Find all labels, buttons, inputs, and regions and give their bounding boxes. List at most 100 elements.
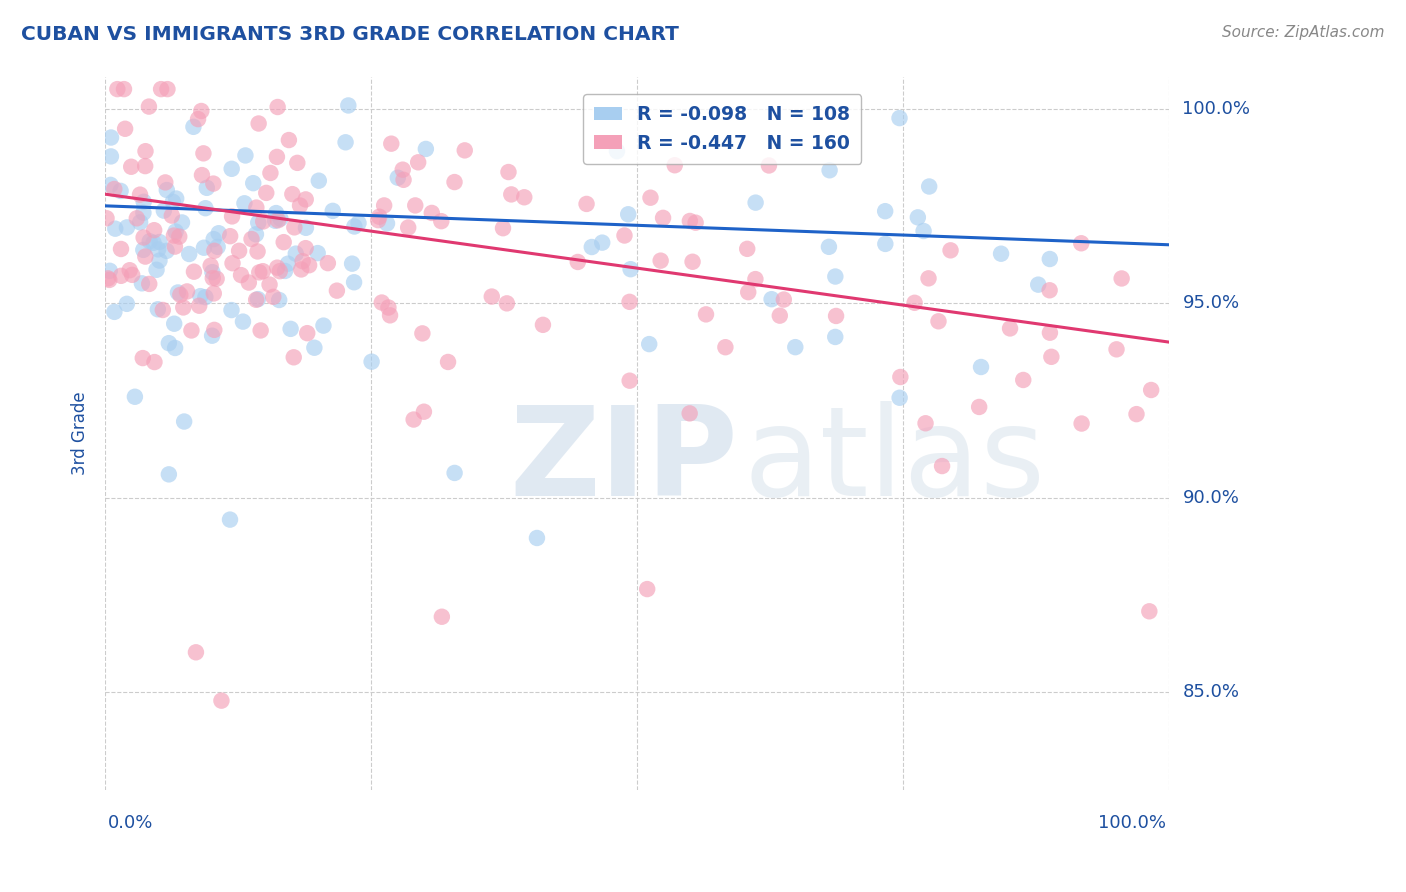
Point xyxy=(307,246,329,260)
Point xyxy=(931,458,953,473)
Text: 100.0%: 100.0% xyxy=(1098,814,1166,832)
Point xyxy=(492,221,515,235)
Point xyxy=(262,290,284,304)
Point xyxy=(443,175,465,189)
Point xyxy=(581,240,603,254)
Point xyxy=(371,295,394,310)
Point xyxy=(254,186,277,200)
Point xyxy=(1137,604,1160,618)
Point xyxy=(308,174,330,188)
Point xyxy=(970,359,993,374)
Point xyxy=(207,240,229,254)
Point xyxy=(413,405,436,419)
Point xyxy=(378,309,401,323)
Point xyxy=(115,297,138,311)
Point xyxy=(531,318,554,332)
Point xyxy=(246,244,269,259)
Point xyxy=(617,207,640,221)
Point xyxy=(155,244,177,258)
Point xyxy=(208,226,231,240)
Point xyxy=(153,203,176,218)
Point xyxy=(1070,417,1092,431)
Point xyxy=(498,165,520,179)
Point xyxy=(454,144,477,158)
Point xyxy=(124,390,146,404)
Point xyxy=(387,170,409,185)
Point xyxy=(907,211,929,225)
Point xyxy=(695,307,717,321)
Point xyxy=(889,391,911,405)
Point xyxy=(735,242,758,256)
Point xyxy=(875,236,897,251)
Point xyxy=(591,235,613,250)
Point xyxy=(249,323,271,337)
Point xyxy=(714,340,737,354)
Point xyxy=(259,277,281,292)
Point xyxy=(343,275,366,289)
Point xyxy=(636,582,658,596)
Point xyxy=(167,285,190,300)
Point xyxy=(685,216,707,230)
Point xyxy=(195,181,218,195)
Point xyxy=(165,341,187,355)
Point xyxy=(285,156,308,170)
Point xyxy=(110,242,132,256)
Point xyxy=(114,121,136,136)
Point xyxy=(284,246,307,260)
Point xyxy=(294,241,316,255)
Point xyxy=(758,159,780,173)
Point xyxy=(190,289,212,303)
Point xyxy=(825,309,848,323)
Point xyxy=(269,264,291,278)
Point xyxy=(664,158,686,172)
Point xyxy=(406,155,429,169)
Point xyxy=(132,351,155,365)
Point xyxy=(187,112,209,127)
Point xyxy=(990,246,1012,260)
Point xyxy=(264,206,287,220)
Point xyxy=(138,234,160,248)
Point xyxy=(481,289,503,303)
Point xyxy=(228,244,250,258)
Text: 95.0%: 95.0% xyxy=(1182,294,1240,312)
Point xyxy=(232,315,254,329)
Point xyxy=(245,201,267,215)
Point xyxy=(219,229,242,244)
Point xyxy=(246,292,269,306)
Point xyxy=(526,531,548,545)
Text: Source: ZipAtlas.com: Source: ZipAtlas.com xyxy=(1222,25,1385,40)
Point xyxy=(129,187,152,202)
Point xyxy=(155,175,177,189)
Point xyxy=(335,136,357,150)
Point xyxy=(620,262,643,277)
Point xyxy=(129,215,152,229)
Point xyxy=(875,204,897,219)
Point xyxy=(404,198,426,212)
Point xyxy=(202,323,225,337)
Point xyxy=(290,262,312,277)
Text: 0.0%: 0.0% xyxy=(108,814,153,832)
Point xyxy=(165,225,187,239)
Point xyxy=(939,244,962,258)
Point xyxy=(415,142,437,156)
Point xyxy=(294,193,316,207)
Point xyxy=(202,232,225,246)
Point xyxy=(501,187,523,202)
Point xyxy=(567,255,589,269)
Point xyxy=(120,160,142,174)
Y-axis label: 3rd Grade: 3rd Grade xyxy=(72,392,89,475)
Point xyxy=(1012,373,1035,387)
Text: atlas: atlas xyxy=(744,401,1045,523)
Point xyxy=(98,264,121,278)
Point xyxy=(252,264,274,278)
Point xyxy=(194,201,217,215)
Point xyxy=(134,159,156,173)
Point xyxy=(259,166,281,180)
Point xyxy=(373,198,395,212)
Point xyxy=(291,254,314,268)
Point xyxy=(761,292,783,306)
Point xyxy=(152,303,174,318)
Point xyxy=(103,305,125,319)
Point xyxy=(172,301,194,315)
Point xyxy=(252,214,274,228)
